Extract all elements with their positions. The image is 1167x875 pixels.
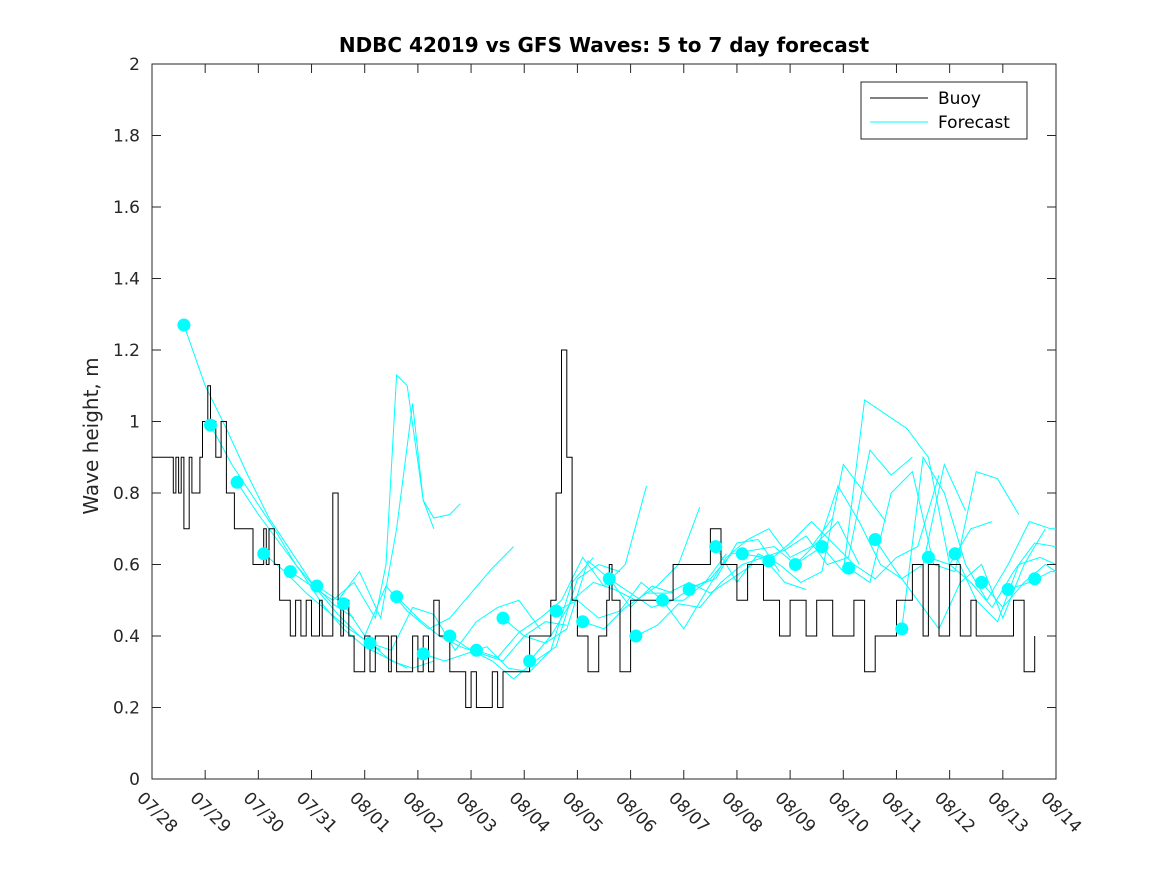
x-tick-label: 08/10 <box>824 788 873 837</box>
forecast-marker <box>576 615 590 629</box>
x-tick-label: 08/04 <box>505 788 554 837</box>
x-tick-label: 08/02 <box>398 788 447 837</box>
forecast-run-line <box>476 485 647 659</box>
forecast-marker <box>177 318 191 332</box>
forecast-marker <box>868 533 882 546</box>
x-tick-label: 08/14 <box>1036 788 1085 837</box>
forecast-marker <box>602 572 616 586</box>
y-tick-label: 1.2 <box>113 341 140 361</box>
forecast-marker <box>709 540 723 554</box>
y-tick-label: 1.4 <box>113 270 140 290</box>
legend-buoy-label: Buoy <box>938 89 981 109</box>
forecast-marker <box>443 629 457 643</box>
forecast-run-line <box>821 399 993 573</box>
y-tick-label: 2 <box>129 55 140 75</box>
forecast-marker <box>496 611 510 625</box>
x-tick-label: 08/06 <box>611 788 660 837</box>
y-tick-label: 0.6 <box>113 556 140 576</box>
forecast-marker <box>1001 583 1015 596</box>
x-tick-label: 08/13 <box>983 788 1032 837</box>
forecast-marker <box>416 647 430 661</box>
buoy-series <box>152 349 1036 708</box>
forecast-run-line <box>662 517 834 630</box>
forecast-run-line <box>316 403 461 620</box>
y-tick-label: 0 <box>129 770 140 790</box>
x-tick-label: 08/05 <box>558 788 607 837</box>
forecast-marker <box>1028 572 1042 586</box>
x-tick-label: 08/01 <box>345 788 394 837</box>
x-tick-label: 08/08 <box>717 788 766 837</box>
y-axis-ticks: 0 0.2 0.4 0.6 0.8 1 1.2 1.4 1.6 1.8 2 <box>113 55 1056 790</box>
y-tick-label: 1 <box>129 413 140 433</box>
forecast-marker <box>257 547 271 561</box>
forecast-marker <box>390 590 404 604</box>
x-tick-label: 08/11 <box>877 788 926 837</box>
forecast-marker <box>230 475 244 489</box>
forecast-run-line <box>715 463 887 584</box>
forecast-marker <box>788 558 802 571</box>
legend-forecast-label: Forecast <box>938 113 1010 133</box>
forecast-run-line <box>183 324 355 619</box>
forecast-marker <box>842 561 856 575</box>
x-tick-label: 07/29 <box>186 788 235 837</box>
forecast-marker <box>948 547 962 561</box>
forecast-run-line <box>901 455 1056 629</box>
forecast-run-line <box>369 599 541 652</box>
forecast-marker <box>469 643 483 657</box>
forecast-marker <box>762 554 776 568</box>
x-tick-label: 08/03 <box>452 788 501 837</box>
forecast-marker <box>975 575 989 589</box>
forecast-run-line <box>555 553 727 619</box>
forecast-marker <box>549 604 563 618</box>
plot-area: 00.20.40.60.811.21.41.61.82 07/28 07/29 07… <box>113 55 1085 837</box>
y-tick-label: 0.8 <box>113 484 140 504</box>
x-tick-label: 08/12 <box>930 788 979 837</box>
forecast-marker <box>815 540 829 554</box>
x-tick-label: 08/07 <box>664 788 713 837</box>
y-tick-label: 0.4 <box>113 627 140 647</box>
y-axis-label: Wave height, m <box>79 357 103 514</box>
forecast-marker <box>283 565 297 579</box>
forecast-marker <box>363 636 377 650</box>
forecast-marker <box>921 550 935 564</box>
y-tick-label: 1.8 <box>113 127 140 147</box>
forecast-run-line <box>635 556 807 637</box>
forecast-marker <box>310 579 324 593</box>
forecast-lines <box>183 324 1057 680</box>
forecast-marker <box>629 629 643 643</box>
forecast-marker <box>895 622 909 636</box>
forecast-run-line <box>981 563 1057 609</box>
x-tick-label: 07/31 <box>292 788 341 837</box>
forecast-run-line <box>502 560 674 644</box>
forecast-marker <box>682 583 696 596</box>
x-tick-label: 07/30 <box>239 788 288 837</box>
forecast-marker <box>656 593 669 607</box>
forecast-marker <box>336 597 350 611</box>
forecast-run-line <box>795 462 967 580</box>
buoy-line <box>152 349 1036 708</box>
forecast-marker <box>204 418 217 432</box>
y-tick-label: 1.6 <box>113 198 140 218</box>
forecast-run-line <box>529 507 701 662</box>
forecast-run-line <box>423 557 594 673</box>
forecast-run-line <box>582 564 754 630</box>
y-tick-label: 0.2 <box>113 699 140 719</box>
forecast-run-line <box>342 546 514 638</box>
chart-title: NDBC 42019 vs GFS Waves: 5 to 7 day fore… <box>339 33 870 57</box>
plot-frame <box>151 63 1057 780</box>
forecast-marker <box>523 654 537 668</box>
legend: Buoy Forecast <box>860 81 1028 140</box>
x-tick-label: 08/09 <box>771 788 820 837</box>
forecast-markers <box>177 318 1042 668</box>
forecast-marker <box>735 547 749 561</box>
legend-box <box>860 81 1028 140</box>
forecast-run-line <box>290 373 435 620</box>
x-tick-label: 07/28 <box>132 788 181 837</box>
